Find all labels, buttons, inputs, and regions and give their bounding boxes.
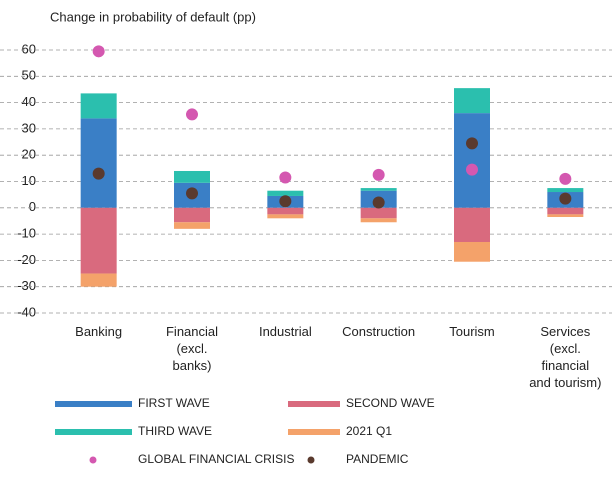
legend-label: PANDEMIC [346, 452, 409, 466]
x-tick-label: Banking [75, 324, 123, 339]
x-tick-label: Tourism [449, 324, 495, 339]
bar-segment [547, 188, 584, 193]
bar-segment [174, 170, 210, 183]
y-tick-label: 30 [22, 120, 36, 135]
y-tick-label: -40 [17, 304, 36, 319]
bar-segment [547, 214, 584, 218]
dot [279, 195, 292, 208]
bar-segment [454, 88, 490, 114]
legend-label: 2021 Q1 [346, 424, 392, 438]
y-tick-label: 60 [22, 41, 36, 56]
bar-segment [547, 207, 584, 215]
bar-segment [360, 207, 397, 219]
legend-label: GLOBAL FINANCIAL CRISIS [138, 452, 295, 466]
dot [186, 187, 198, 200]
x-tick-label: Industrial [258, 324, 312, 339]
bar-segment [360, 218, 397, 223]
bar-segment [174, 222, 210, 229]
y-tick-label: 20 [22, 147, 36, 162]
bar-segment [267, 190, 304, 196]
dot [279, 171, 292, 184]
bar-segment [80, 118, 117, 208]
dot [559, 172, 572, 185]
y-tick-label: -10 [17, 226, 36, 241]
dot [372, 196, 385, 209]
x-tick-label: Services (excl. financial and tourism) [529, 324, 602, 390]
bar-segment [454, 241, 490, 262]
dot [186, 108, 198, 121]
dot [559, 192, 572, 205]
bar-segment [267, 207, 304, 215]
y-tick-label: 50 [22, 68, 36, 83]
bar-segment [80, 93, 117, 119]
bar-segment [360, 188, 397, 191]
legend-label: THIRD WAVE [138, 424, 212, 438]
bar-segment [174, 207, 210, 223]
legend-swatch [89, 456, 97, 464]
dot [92, 167, 105, 180]
y-tick-label: 0 [29, 199, 36, 214]
bar-segment [80, 207, 117, 274]
y-tick-label: 40 [22, 94, 36, 109]
legend-swatch [307, 456, 315, 464]
bar-segment [267, 214, 304, 219]
legend-swatch [288, 401, 340, 407]
x-tick-label: Financial (excl. banks) [165, 324, 219, 373]
dot [466, 163, 478, 176]
bar-segment [454, 207, 490, 242]
y-tick-label: -30 [17, 278, 36, 293]
legend-swatch [288, 429, 340, 435]
dot [372, 168, 385, 181]
x-tick-label: Construction [342, 324, 416, 339]
bar-segment [80, 273, 117, 287]
legend-label: SECOND WAVE [346, 396, 435, 410]
y-tick-label: -20 [17, 252, 36, 267]
legend-swatch [55, 429, 132, 435]
bar-segment [454, 113, 490, 208]
y-tick-label: 10 [22, 173, 36, 188]
dot [466, 137, 478, 150]
legend-label: FIRST WAVE [138, 396, 210, 410]
y-axis-label: Change in probability of default (pp) [50, 9, 256, 24]
legend-swatch [55, 401, 132, 407]
dot [92, 45, 105, 58]
